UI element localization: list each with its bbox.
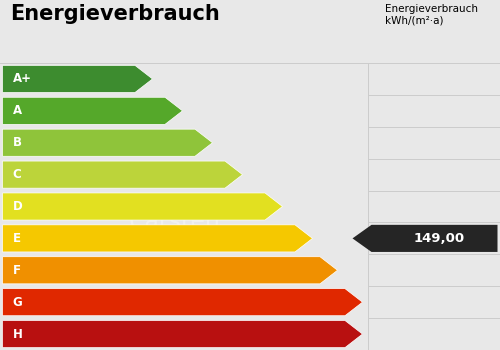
Polygon shape <box>2 97 182 124</box>
Text: E: E <box>12 232 20 245</box>
Text: A+: A+ <box>12 72 32 85</box>
Polygon shape <box>2 321 362 348</box>
Text: A: A <box>12 104 22 117</box>
Polygon shape <box>2 161 242 188</box>
Text: H: H <box>12 328 22 341</box>
Polygon shape <box>2 65 152 92</box>
Text: Carsten: Carsten <box>129 210 221 234</box>
Polygon shape <box>2 193 282 220</box>
Text: F: F <box>12 264 20 277</box>
Text: B: B <box>12 136 22 149</box>
Text: D: D <box>12 200 22 213</box>
Polygon shape <box>352 225 498 252</box>
Text: G: G <box>12 296 22 309</box>
Polygon shape <box>2 129 212 156</box>
Polygon shape <box>2 257 338 284</box>
Text: Energieverbrauch
kWh/(m²·a): Energieverbrauch kWh/(m²·a) <box>385 4 478 25</box>
Text: 149,00: 149,00 <box>414 232 465 245</box>
Text: C: C <box>12 168 21 181</box>
Polygon shape <box>2 225 312 252</box>
Polygon shape <box>2 289 362 316</box>
Text: Energieverbrauch: Energieverbrauch <box>10 4 220 23</box>
